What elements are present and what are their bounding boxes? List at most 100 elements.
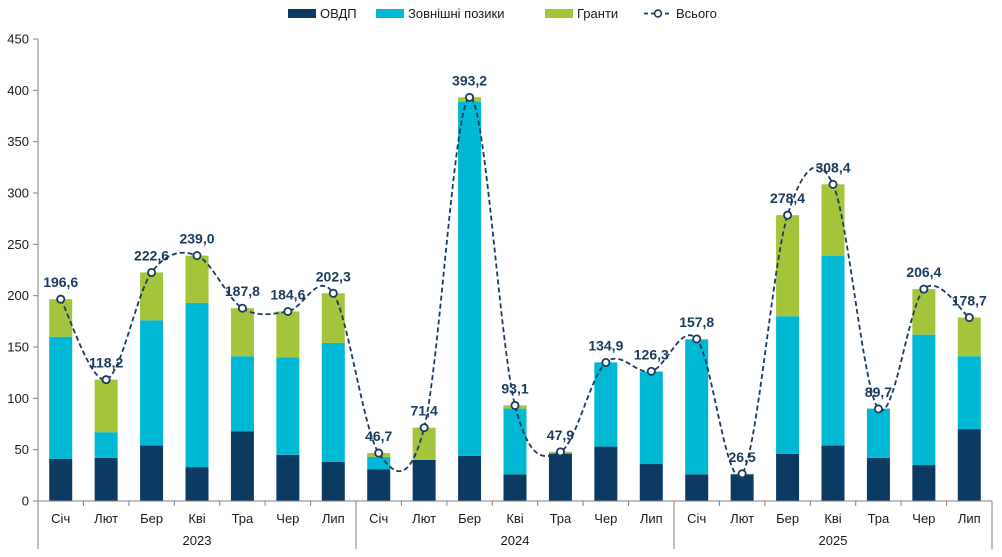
bar-segment-3 xyxy=(776,215,800,317)
legend-item-2: Зовнішні позики xyxy=(376,6,504,21)
legend-swatch xyxy=(545,9,573,18)
bar-segment-2 xyxy=(276,357,300,455)
bar-segment-2 xyxy=(866,408,890,458)
y-axis: 0 50 100 150 200 250 300 350 400 450 xyxy=(7,32,39,509)
bar-segment-2 xyxy=(230,356,254,432)
x-tick-label: Лип xyxy=(958,511,981,526)
bar-segment-2 xyxy=(49,336,73,459)
bar-segment-3 xyxy=(821,184,845,256)
total-data-label: 196,6 xyxy=(43,274,78,290)
legend-marker xyxy=(653,9,663,18)
legend-swatch xyxy=(288,9,316,18)
bar-segment-2 xyxy=(185,302,209,468)
total-data-label: 187,8 xyxy=(225,283,260,299)
bar-segment-1 xyxy=(503,474,527,501)
legend-label: Зовнішні позики xyxy=(408,6,504,21)
legend-label: Гранти xyxy=(577,6,618,21)
total-data-label: 393,2 xyxy=(452,72,487,88)
bar-segment-1 xyxy=(140,445,164,501)
y-tick-label: 400 xyxy=(7,83,29,98)
total-point xyxy=(237,303,247,313)
x-tick-label: Січ xyxy=(51,511,70,526)
legend-item-3: Гранти xyxy=(545,6,618,21)
total-data-label: 118,2 xyxy=(89,355,123,371)
x-tick-label: Бер xyxy=(776,511,799,526)
legend-label: Всього xyxy=(676,6,717,21)
total-point xyxy=(646,366,656,376)
bars xyxy=(49,97,981,501)
bar-segment-3 xyxy=(912,289,936,335)
bar-segment-2 xyxy=(821,255,845,446)
bar-segment-2 xyxy=(594,362,618,447)
x-tick-label: Кві xyxy=(188,511,205,526)
total-point xyxy=(101,375,111,385)
bar-segment-1 xyxy=(866,457,890,501)
bar-segment-1 xyxy=(548,453,572,501)
bar-segment-1 xyxy=(230,431,254,501)
total-point xyxy=(873,404,883,414)
legend-label: ОВДП xyxy=(320,6,357,21)
total-data-label: 184,6 xyxy=(270,286,305,302)
x-tick-label: Кві xyxy=(824,511,841,526)
bar-segment-1 xyxy=(912,465,936,501)
x-tick-label: Бер xyxy=(140,511,163,526)
bar-segment-2 xyxy=(639,371,663,465)
y-tick-label: 450 xyxy=(7,32,29,47)
x-axis: Січ Лют Бер Кві Тра Чер Лип 2023 Січ Лют Бер Кві Тра… xyxy=(37,500,993,549)
bar-segment-3 xyxy=(957,317,981,357)
bar-segment-1 xyxy=(276,454,300,501)
x-group-label-2024: 2024 xyxy=(501,533,530,548)
bar-segment-3 xyxy=(412,427,436,460)
total-point xyxy=(56,294,66,304)
y-tick-label: 200 xyxy=(7,288,29,303)
total-data-label: 71,4 xyxy=(411,403,438,419)
total-point xyxy=(510,400,520,410)
legend-swatch xyxy=(376,9,404,18)
bar-segment-3 xyxy=(94,379,118,433)
legend-item-1: ОВДП xyxy=(288,6,357,21)
total-data-label: 239,0 xyxy=(179,231,214,247)
bar-segment-1 xyxy=(730,474,754,501)
total-point xyxy=(147,267,157,277)
x-tick-label: Тра xyxy=(550,511,572,526)
y-tick-label: 250 xyxy=(7,237,29,252)
total-data-label: 278,4 xyxy=(770,190,805,206)
x-tick-label: Січ xyxy=(369,511,388,526)
bar-segment-3 xyxy=(321,293,345,343)
bar-segment-1 xyxy=(367,469,391,501)
bar-segment-2 xyxy=(912,334,936,466)
bar-segment-2 xyxy=(776,316,800,454)
x-tick-label: Лют xyxy=(412,511,436,526)
x-tick-label: Тра xyxy=(868,511,890,526)
legend: ОВДП Зовнішні позики Гранти Всього xyxy=(288,6,717,21)
total-point xyxy=(555,447,565,457)
total-data-label: 47,9 xyxy=(547,427,574,443)
total-data-label: 178,7 xyxy=(952,293,987,309)
total-data-label: 134,9 xyxy=(588,338,623,354)
y-tick-label: 150 xyxy=(7,340,29,355)
bar-segment-2 xyxy=(140,320,164,446)
total-point xyxy=(328,288,338,298)
bar-segment-2 xyxy=(503,408,527,475)
total-data-label: 46,7 xyxy=(365,428,392,444)
total-line: 196,6 118,2 222,6 239,0 187,8 184,6 202,3 46,7 7… xyxy=(43,72,987,479)
total-point xyxy=(692,334,702,344)
total-data-label: 89,7 xyxy=(865,384,892,400)
bar-segment-1 xyxy=(321,461,345,501)
total-point xyxy=(828,179,838,189)
bar-segment-1 xyxy=(412,459,436,501)
total-data-label: 206,4 xyxy=(906,264,941,280)
x-tick-label: Чер xyxy=(276,511,299,526)
x-tick-label: Лип xyxy=(322,511,345,526)
bar-segment-3 xyxy=(230,308,254,357)
bar-segment-2 xyxy=(685,339,709,475)
total-data-label: 93,1 xyxy=(501,380,528,396)
bar-segment-1 xyxy=(639,464,663,501)
x-tick-label: Лип xyxy=(640,511,663,526)
bar-segment-1 xyxy=(821,445,845,501)
total-point xyxy=(737,469,747,479)
x-group-label-2023: 2023 xyxy=(183,533,212,548)
total-point xyxy=(783,210,793,220)
bar-segment-2 xyxy=(957,356,981,430)
bar-segment-1 xyxy=(49,458,73,501)
